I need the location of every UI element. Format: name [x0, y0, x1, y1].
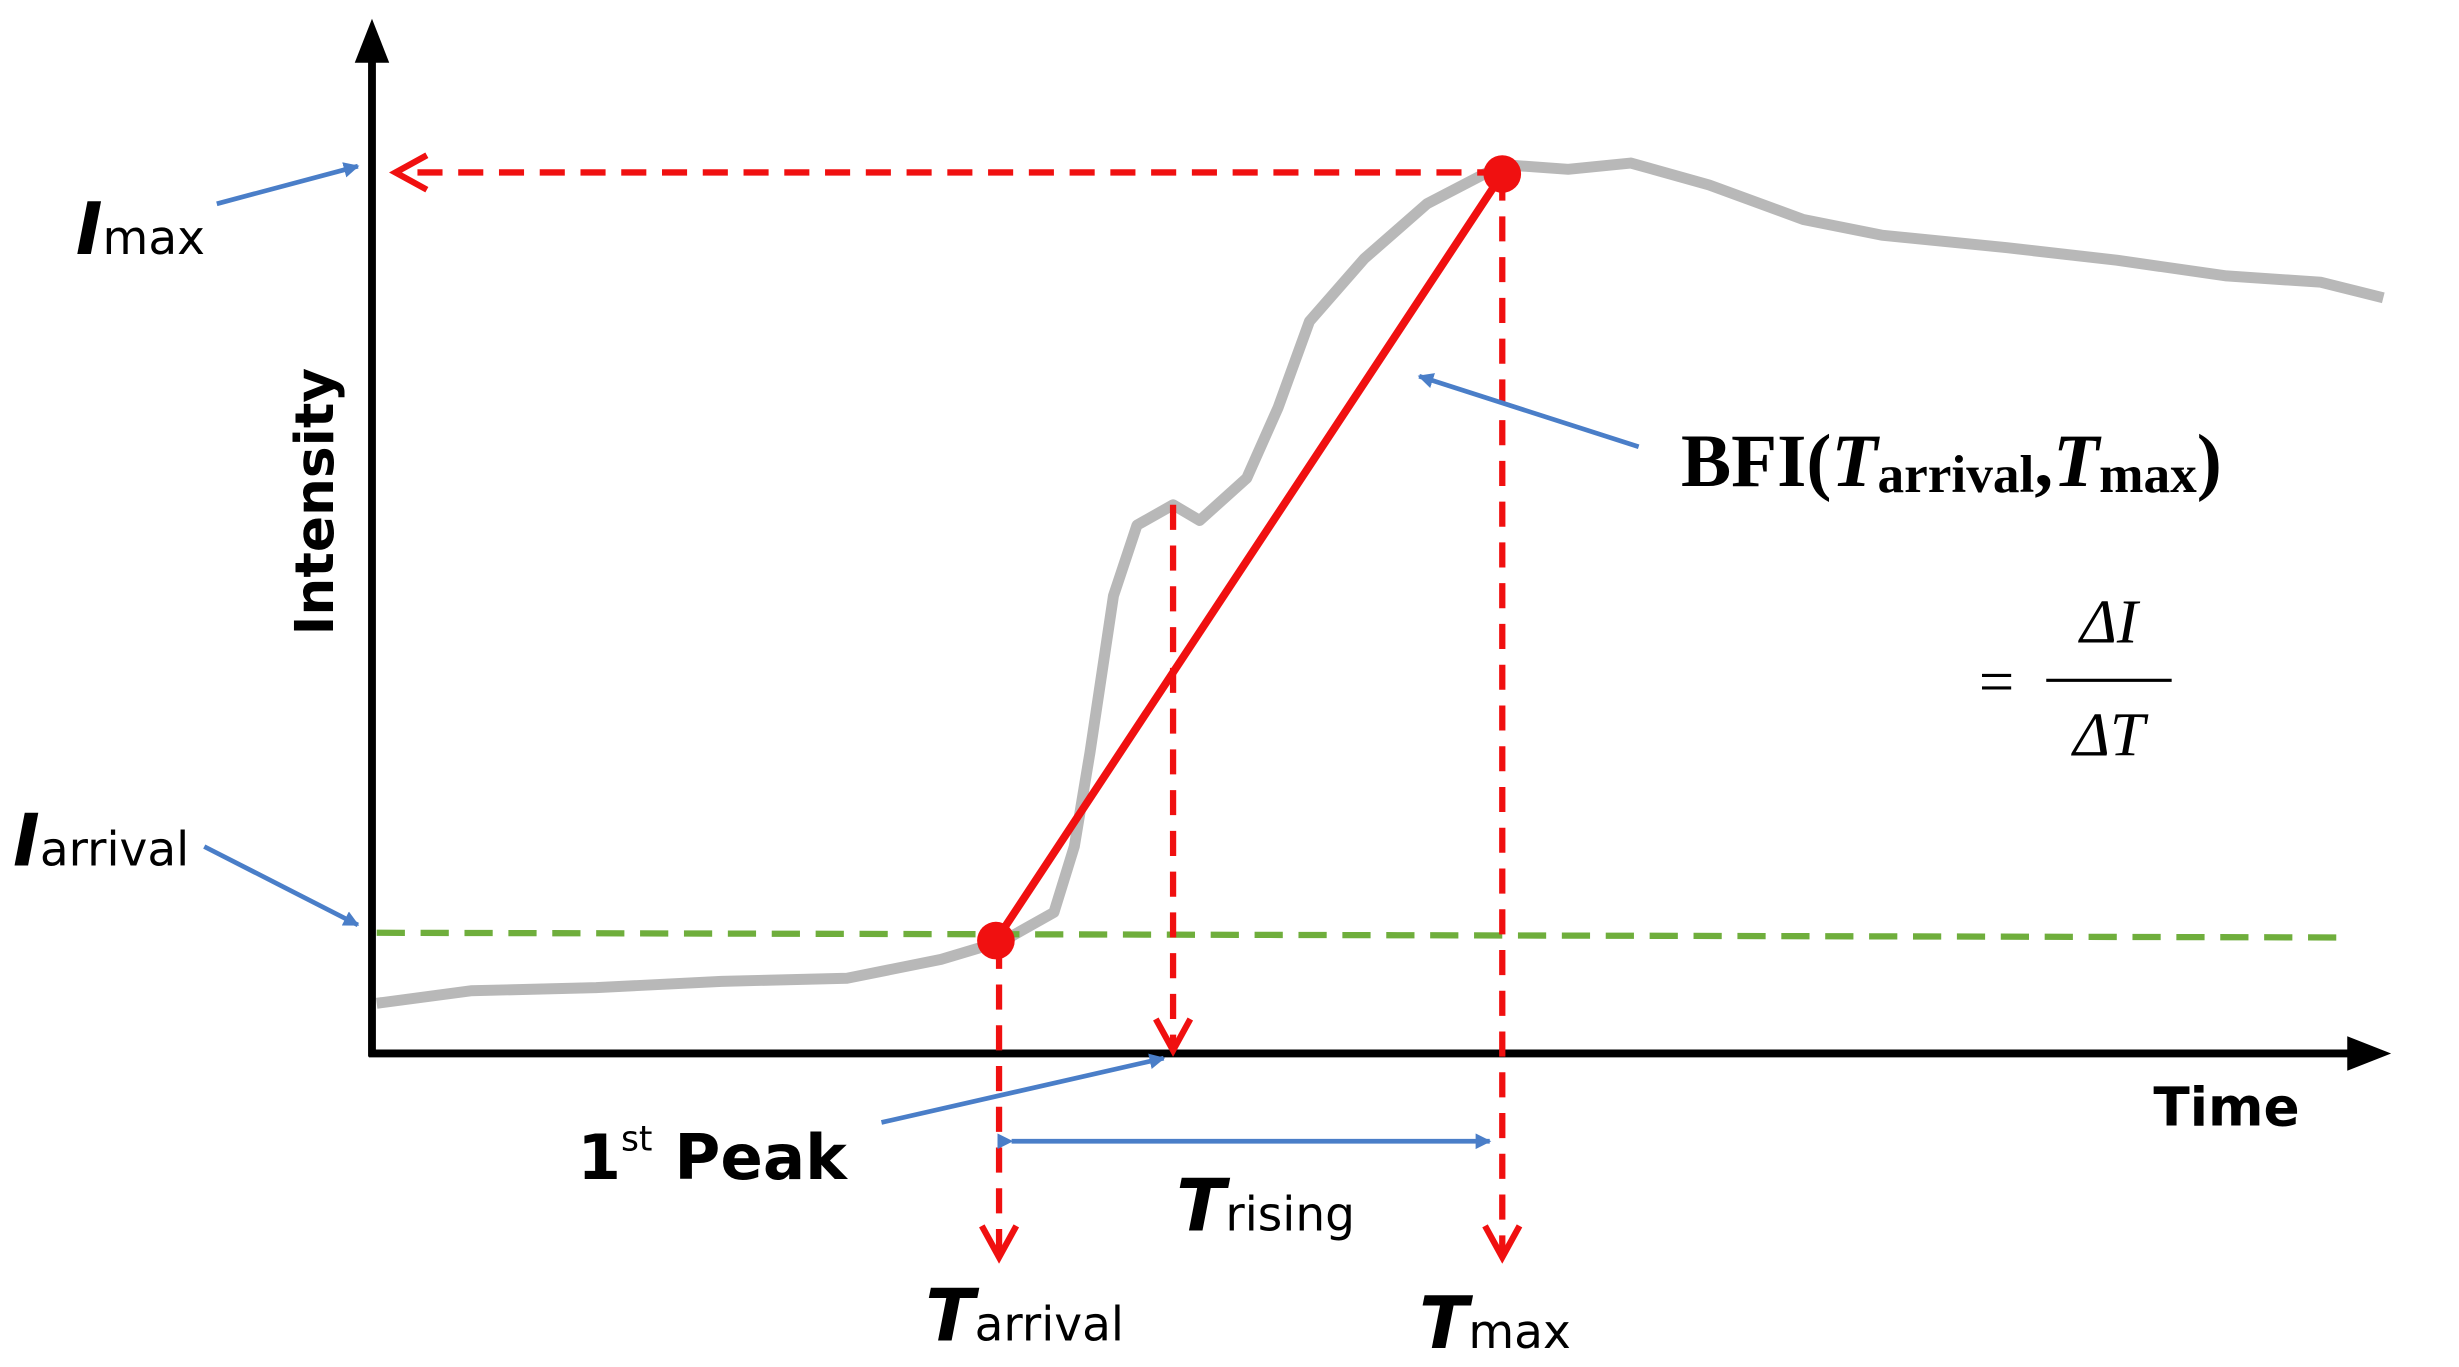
- t-arrival-label: Tarrival: [925, 1274, 1124, 1358]
- bfi-line: [992, 171, 1506, 943]
- subscript: max: [2099, 445, 2197, 504]
- symbol: T: [1831, 420, 1880, 503]
- symbol: T: [1419, 1282, 1473, 1366]
- i-arrival-label: Iarrival: [13, 799, 189, 883]
- equals: =: [1979, 646, 2014, 716]
- symbol: T: [2053, 420, 2102, 503]
- denominator: ΔT: [2070, 700, 2149, 770]
- symbol: T: [925, 1274, 979, 1358]
- subscript: max: [103, 211, 205, 266]
- symbol: I: [13, 799, 40, 883]
- y-axis-arrow: [354, 18, 390, 63]
- superscript: st: [621, 1120, 652, 1160]
- first-peak-label: 1st Peak: [577, 1120, 848, 1194]
- subscript: arrival: [1877, 445, 2034, 504]
- x-axis-label: Time: [2153, 1077, 2299, 1139]
- bfi-formula: BFI(Tarrival,Tmax): [1681, 420, 2222, 504]
- subscript: rising: [1225, 1188, 1355, 1243]
- text: Peak: [674, 1121, 848, 1194]
- numerator: ΔI: [2077, 587, 2141, 657]
- t-rising-label: Trising: [1176, 1165, 1355, 1249]
- number: 1: [577, 1121, 621, 1194]
- bfi: BFI(: [1681, 420, 1831, 503]
- subscript: arrival: [40, 822, 189, 877]
- comma: ,: [2034, 420, 2053, 503]
- subscript: max: [1468, 1305, 1570, 1360]
- i-max-label: Imax: [76, 188, 205, 272]
- y-axis-label: Intensity: [284, 368, 346, 636]
- pointer: [203, 844, 360, 928]
- pointer: [1417, 373, 1640, 450]
- arrival-threshold: [376, 929, 2337, 941]
- intensity-curve: [375, 157, 2385, 1009]
- symbol: I: [76, 188, 103, 272]
- subscript: arrival: [975, 1297, 1124, 1352]
- symbol: T: [1176, 1165, 1230, 1249]
- pointer: [216, 162, 360, 207]
- max-point: [1483, 155, 1522, 193]
- pointer: [880, 1053, 1166, 1125]
- t-max-label: Tmax: [1419, 1282, 1571, 1366]
- x-axis-arrow: [2347, 1036, 2392, 1071]
- close: ): [2197, 420, 2222, 503]
- arrival-point: [977, 921, 1015, 960]
